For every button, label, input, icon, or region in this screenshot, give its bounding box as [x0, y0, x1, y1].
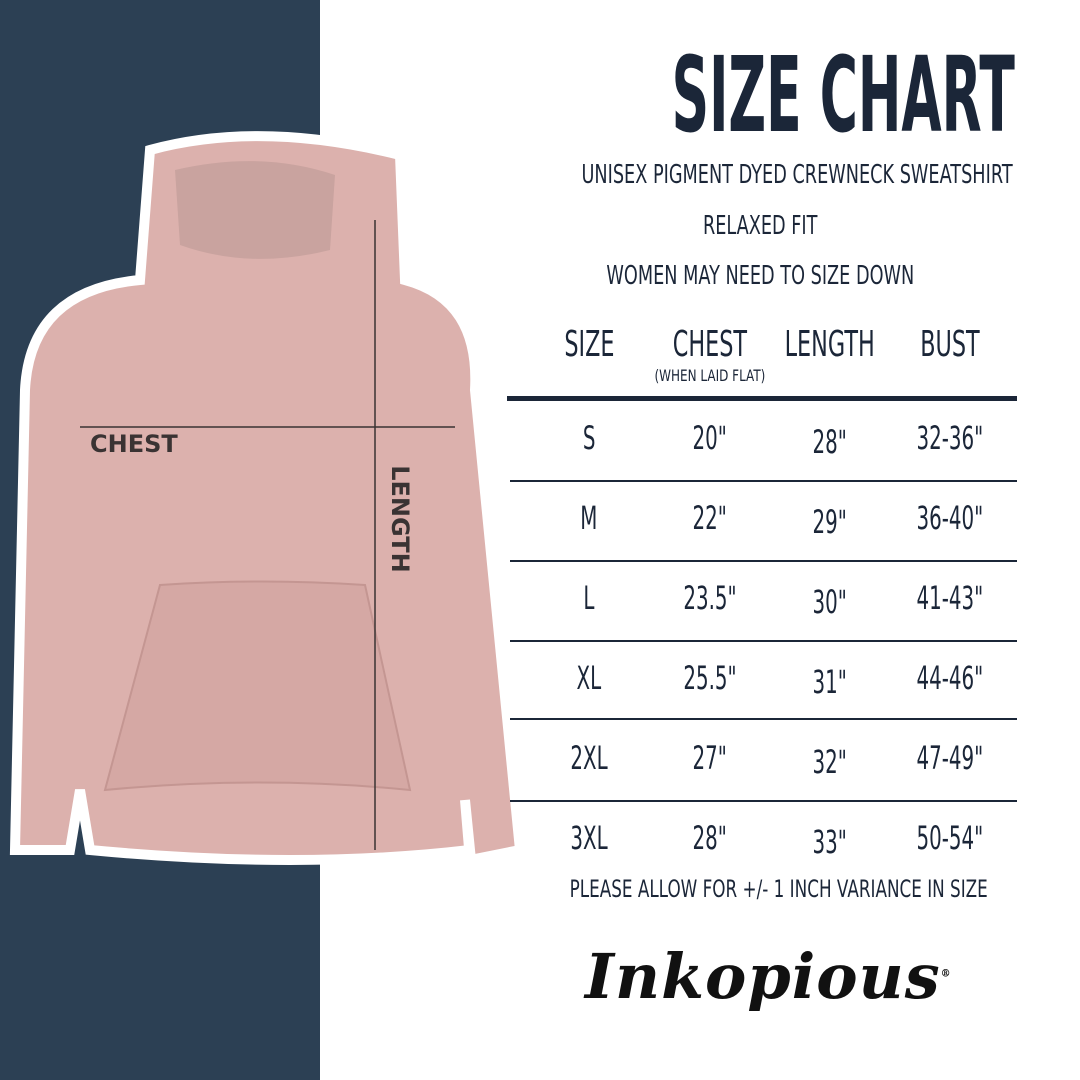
cell-chest: 28": [692, 819, 728, 857]
cell-chest: 25.5": [683, 659, 737, 697]
cell-bust: 41-43": [916, 579, 984, 617]
cell-size: L: [583, 579, 595, 617]
row-divider: [510, 640, 1017, 642]
cell-size: M: [580, 499, 598, 537]
cell-length: 32": [812, 743, 848, 781]
cell-size: 3XL: [570, 819, 608, 857]
row-divider: [510, 560, 1017, 562]
product-subtitle: UNISEX PIGMENT DYED CREWNECK SWEATSHIRT: [581, 160, 1013, 190]
row-divider: [510, 800, 1017, 802]
page-title: SIZE CHART: [671, 34, 1015, 156]
header-divider: [507, 396, 1017, 401]
row-divider: [510, 480, 1017, 482]
cell-length: 33": [812, 823, 848, 861]
header-bust: BUST: [920, 324, 980, 365]
brand-logo: Inkopious®: [585, 940, 952, 1013]
cell-bust: 50-54": [916, 819, 984, 857]
row-divider: [510, 718, 1017, 720]
cell-chest: 23.5": [683, 579, 737, 617]
cell-bust: 32-36": [916, 419, 984, 457]
cell-size: 2XL: [570, 739, 608, 777]
cell-length: 31": [812, 663, 848, 701]
cell-chest: 22": [692, 499, 728, 537]
cell-length: 28": [812, 423, 848, 461]
cell-size: S: [582, 419, 596, 457]
cell-length: 29": [812, 503, 848, 541]
header-chest: CHEST: [672, 324, 748, 365]
length-measure-label: LENGTH: [386, 465, 414, 573]
hoodie-image: [9, 131, 526, 867]
cell-chest: 27": [692, 739, 728, 777]
cell-chest: 20": [692, 419, 728, 457]
header-length: LENGTH: [784, 324, 876, 365]
cell-length: 30": [812, 583, 848, 621]
chest-note: (WHEN LAID FLAT): [654, 366, 766, 385]
fit-label: RELAXED FIT: [702, 211, 818, 241]
cell-bust: 36-40": [916, 499, 984, 537]
cell-bust: 47-49": [916, 739, 984, 777]
sizing-note: WOMEN MAY NEED TO SIZE DOWN: [606, 261, 914, 291]
variance-note: PLEASE ALLOW FOR +/- 1 INCH VARIANCE IN …: [569, 875, 988, 903]
cell-size: XL: [576, 659, 602, 697]
cell-bust: 44-46": [916, 659, 984, 697]
header-size: SIZE: [563, 324, 615, 365]
chest-measure-label: CHEST: [90, 430, 178, 458]
